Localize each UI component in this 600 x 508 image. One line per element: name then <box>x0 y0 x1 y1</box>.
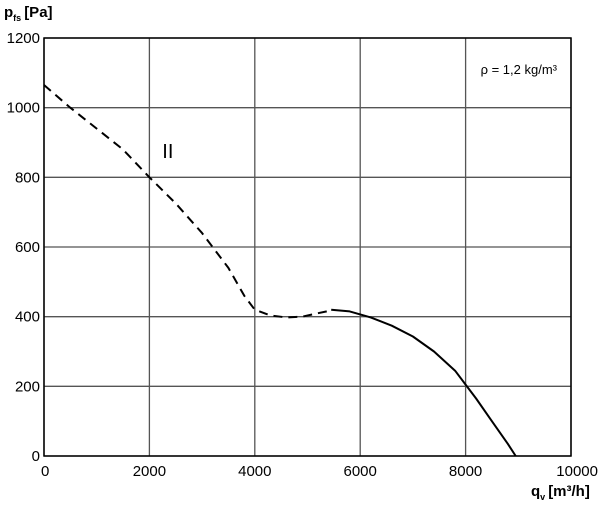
y-tick-label: 1200 <box>7 30 40 47</box>
x-tick-label: 4000 <box>238 463 271 480</box>
y-tick-label: 600 <box>15 239 40 256</box>
x-tick-label: 10000 <box>556 463 598 480</box>
y-tick-label: 200 <box>15 378 40 395</box>
x-axis-subscript: v <box>540 492 545 502</box>
plot-frame <box>43 37 572 457</box>
y-axis-subscript: fs <box>13 13 21 23</box>
x-tick-label: 8000 <box>449 463 482 480</box>
x-tick-label: 6000 <box>344 463 377 480</box>
x-axis-title: qv [m³/h] <box>531 483 590 502</box>
air-density-annotation: ρ = 1,2 kg/m³ <box>481 62 558 77</box>
x-tick-label: 0 <box>41 463 49 480</box>
y-tick-labels: 0 200 400 600 800 1000 1200 <box>7 30 40 465</box>
x-tick-labels: 0 2000 4000 6000 8000 10000 <box>41 463 598 480</box>
curve-label: II <box>162 141 173 163</box>
y-tick-label: 0 <box>32 448 40 465</box>
y-tick-label: 800 <box>15 169 40 186</box>
grid <box>43 37 572 457</box>
pressure-curve <box>43 84 517 457</box>
y-axis-unit: [Pa] <box>24 4 52 21</box>
curve-solid-segment <box>331 308 517 457</box>
x-axis-symbol: q <box>531 483 540 500</box>
y-tick-label: 400 <box>15 309 40 326</box>
y-axis-symbol: p <box>4 4 13 21</box>
x-axis-unit: [m³/h] <box>548 483 590 500</box>
x-tick-label: 2000 <box>133 463 166 480</box>
curve-dashed-segment <box>43 84 332 319</box>
y-tick-label: 1000 <box>7 100 40 117</box>
y-axis-title: pfs [Pa] <box>4 4 53 23</box>
